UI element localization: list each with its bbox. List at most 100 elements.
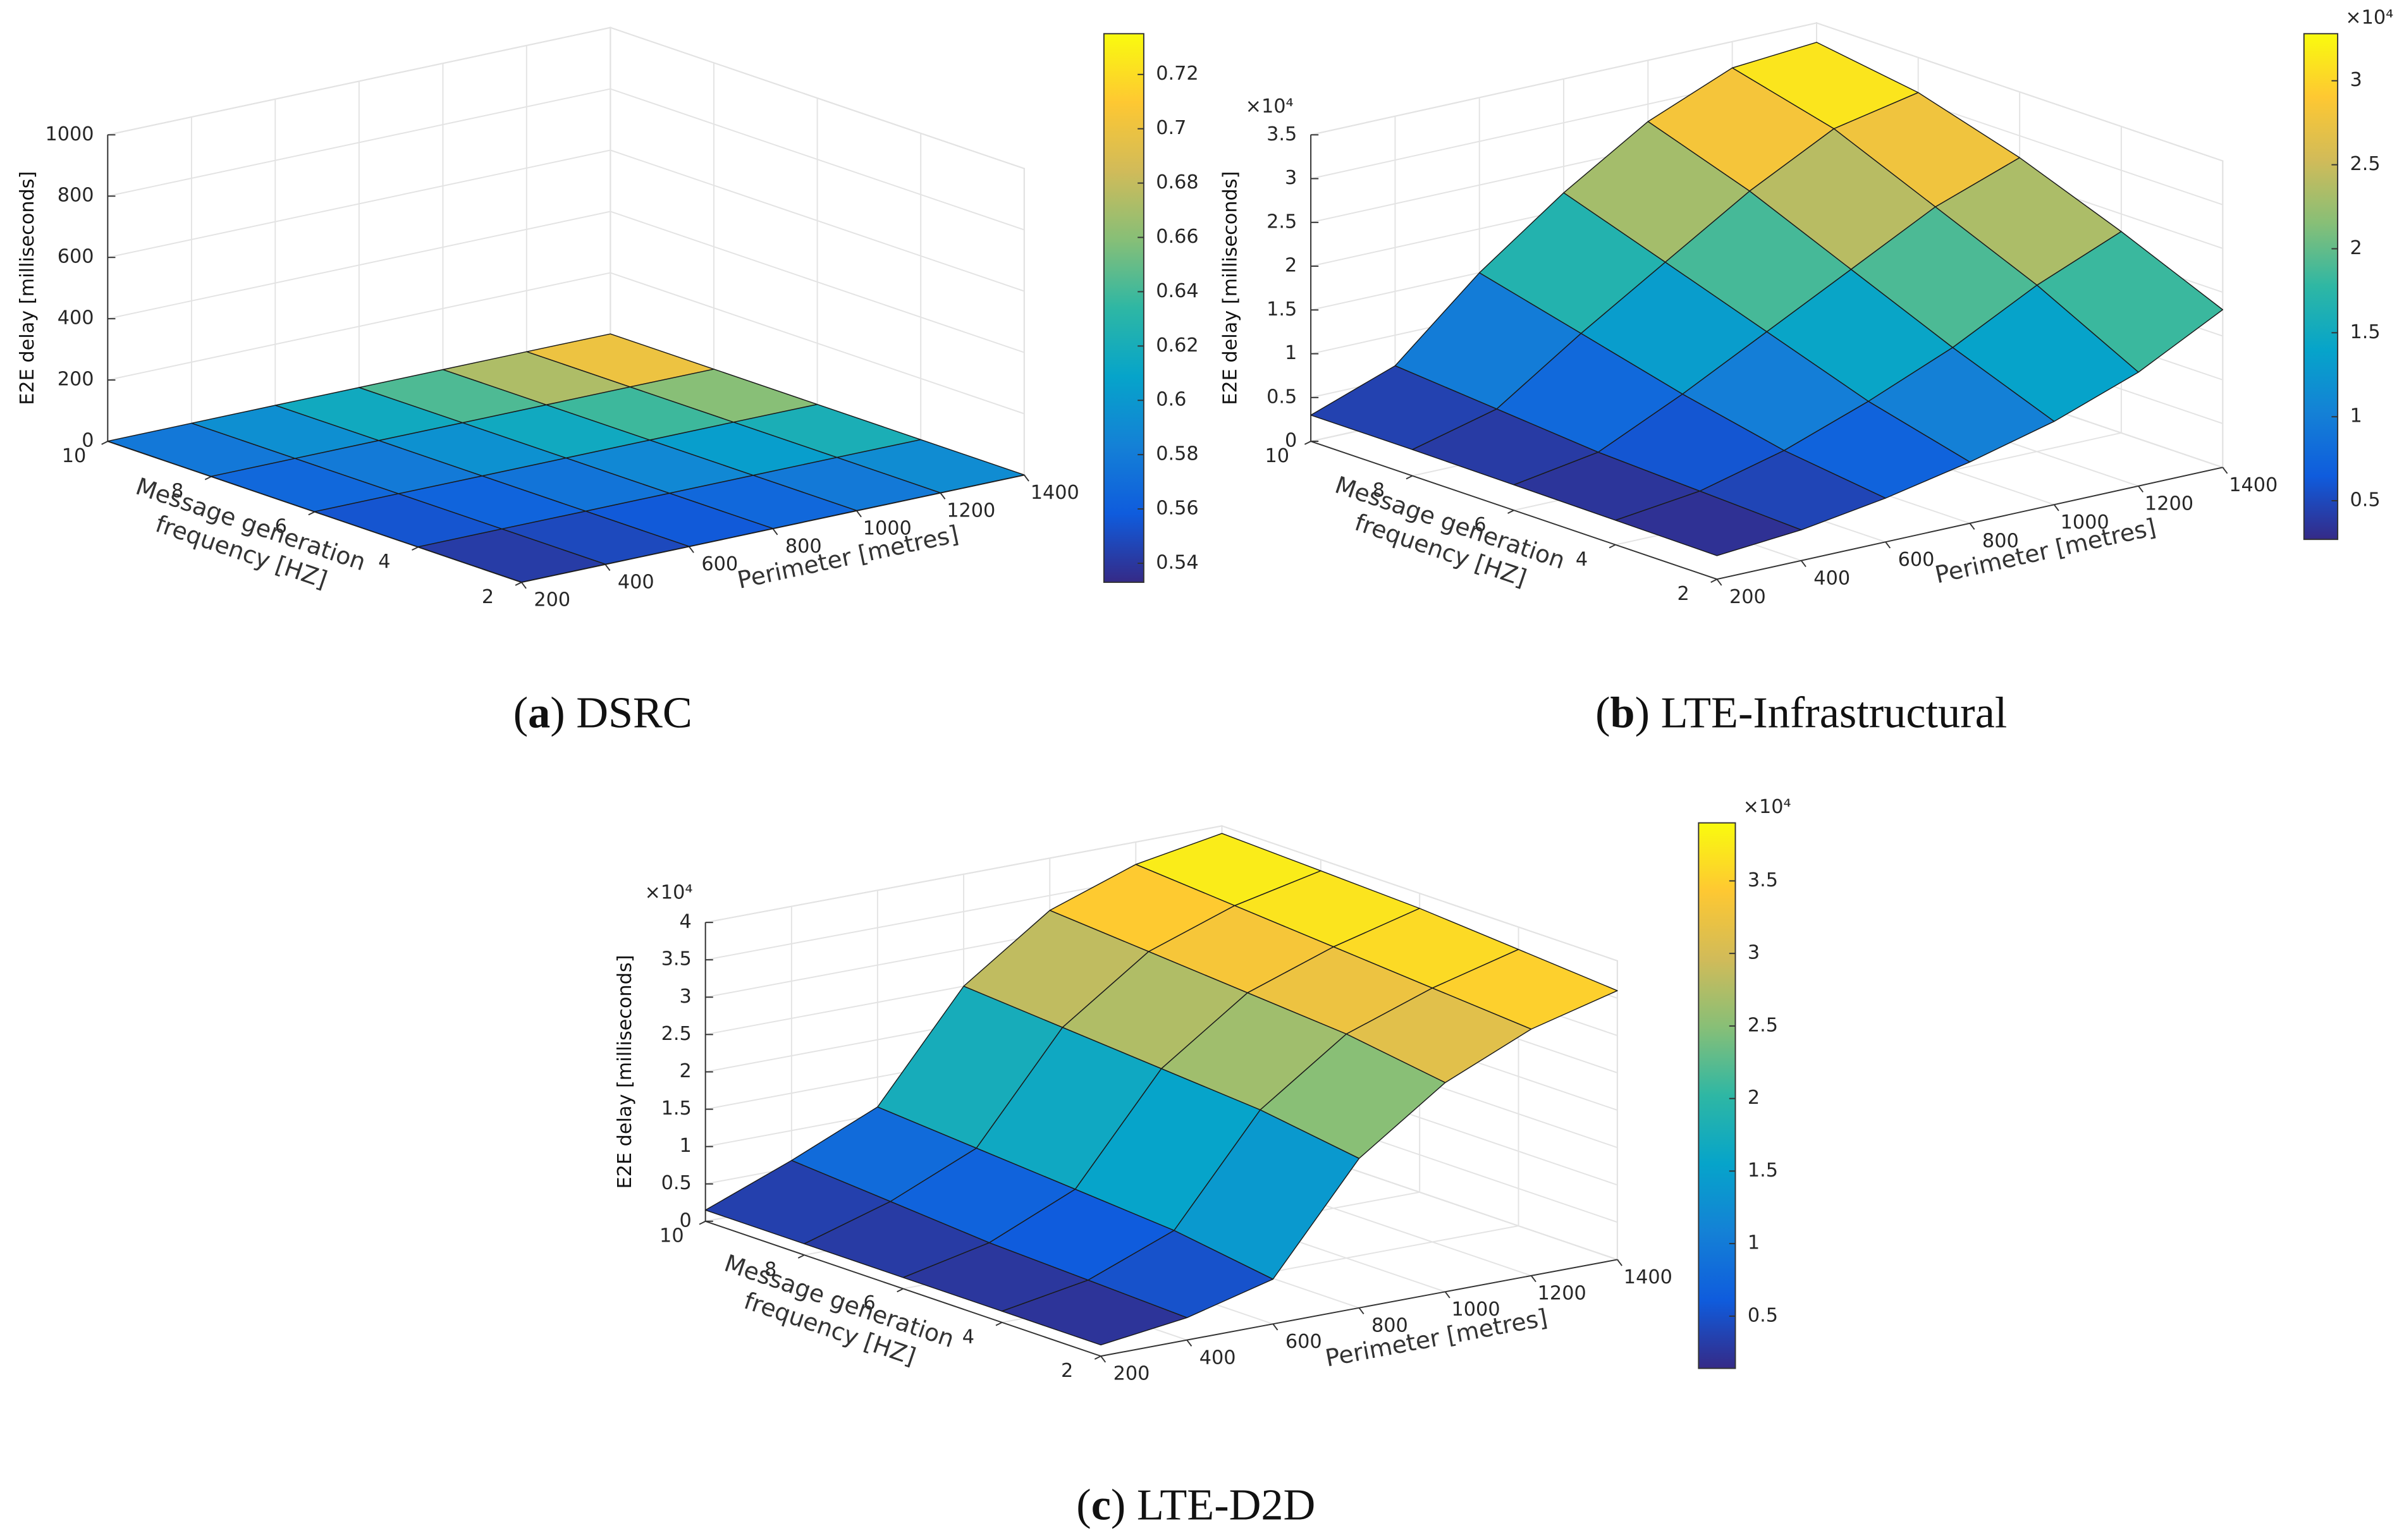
y-tick <box>995 1321 1003 1326</box>
x-tick-label: 400 <box>1813 567 1850 589</box>
x-tick-label: 200 <box>534 589 570 611</box>
y-tick-label: 10 <box>62 445 87 467</box>
y-tick-label: 2 <box>1677 583 1689 605</box>
caption-part: a <box>528 688 550 738</box>
z-tick-label: 2.5 <box>661 1023 692 1045</box>
x-tick <box>772 528 778 535</box>
surface-cell <box>1615 491 1802 556</box>
caption-part: ) LTE-D2D <box>1111 1481 1315 1530</box>
y-tick-label: 2 <box>1061 1360 1073 1382</box>
y-tick <box>1304 441 1311 445</box>
y-tick-label: 6 <box>1474 514 1486 536</box>
z-tick-label: 800 <box>58 185 94 207</box>
z-tick-label: 4 <box>680 911 692 933</box>
x-axis-label: Perimeter [metres] <box>1323 1304 1549 1372</box>
y-tick <box>699 1220 706 1225</box>
x-tick <box>1100 1355 1107 1363</box>
colorbar-tick-label: 0.5 <box>2350 489 2380 511</box>
z-tick-label: 3 <box>1285 167 1297 189</box>
x-tick-label: 800 <box>1371 1314 1408 1336</box>
x-tick-label: 200 <box>1729 586 1766 608</box>
y-tick-label: 6 <box>863 1292 875 1314</box>
colorbar-tick-label: 0.7 <box>1156 117 1186 139</box>
z-tick-label: 3.5 <box>661 948 692 970</box>
caption-part: ( <box>1076 1481 1091 1530</box>
colorbar-tick-label: 0.68 <box>1156 171 1198 193</box>
x-tick <box>1358 1307 1365 1315</box>
x-tick-label: 400 <box>618 571 654 593</box>
x-tick-label: 1400 <box>1031 482 1079 504</box>
z-exponent: ×10⁴ <box>1246 95 1294 118</box>
colorbar-tick-label: 0.64 <box>1156 280 1198 302</box>
z-tick-label: 3 <box>680 986 692 1008</box>
caption-part: ) LTE-Infrastructural <box>1635 688 2008 738</box>
y-tick-label: 4 <box>962 1326 974 1348</box>
y-tick <box>1507 510 1514 514</box>
x-axis-label: Perimeter [metres] <box>735 520 961 594</box>
y-tick-label: 6 <box>275 515 287 537</box>
x-tick-label: 600 <box>1898 549 1935 571</box>
x-tick <box>2053 504 2059 511</box>
z-tick-label: 1 <box>680 1135 692 1157</box>
x-tick <box>1617 1259 1622 1266</box>
colorbar-tick-label: 0.62 <box>1156 334 1198 357</box>
y-tick <box>897 1288 904 1293</box>
colorbar-tick-label: 2 <box>2350 237 2362 259</box>
colorbar-tick-label: 3 <box>2350 69 2362 91</box>
z-tick-label: 2 <box>680 1060 692 1082</box>
y-tick <box>204 475 212 480</box>
x-tick <box>689 546 694 553</box>
surface-cell <box>417 528 606 583</box>
colorbar-tick-label: 0.54 <box>1156 552 1198 574</box>
z-axis-label: E2E delay [milliseconds] <box>16 171 39 405</box>
y-tick <box>101 441 108 445</box>
colorbar-tick-label: 0.56 <box>1156 498 1198 520</box>
z-tick-label: 600 <box>58 246 94 268</box>
y-tick <box>797 1254 805 1259</box>
x-tick <box>1024 474 1029 482</box>
colorbar-tick-label: 0.66 <box>1156 226 1198 248</box>
z-tick-label: 0 <box>1285 430 1297 452</box>
colorbar-tick-label: 1 <box>2350 405 2362 427</box>
colorbar-tick-label: 0.5 <box>1748 1304 1778 1326</box>
y-tick-label: 10 <box>1265 445 1289 467</box>
z-tick-label: 200 <box>58 369 94 391</box>
y-tick-label: 2 <box>482 586 494 608</box>
colorbar-tick-label: 2.5 <box>1748 1014 1778 1036</box>
colorbar-tick-label: 2.5 <box>2350 153 2380 175</box>
caption-part: ) DSRC <box>550 688 692 738</box>
x-tick <box>1969 523 1975 530</box>
x-tick-label: 1000 <box>1452 1299 1500 1321</box>
z-tick-label: 0.5 <box>661 1172 692 1194</box>
colorbar <box>2303 33 2339 541</box>
surface-cell <box>1001 1280 1187 1346</box>
z-tick-label: 1.5 <box>661 1097 692 1120</box>
y-tick-label: 4 <box>378 551 390 573</box>
x-tick <box>521 582 527 589</box>
colorbar-tick-label: 3.5 <box>1748 869 1778 891</box>
x-tick <box>1186 1340 1193 1347</box>
y-tick-label: 4 <box>1576 548 1588 570</box>
x-tick-label: 800 <box>1982 530 2019 552</box>
x-tick <box>1530 1275 1536 1283</box>
y-tick <box>1406 475 1413 480</box>
z-axis-label: E2E delay [milliseconds] <box>1220 171 1242 405</box>
x-tick <box>1716 578 1722 586</box>
x-tick-label: 800 <box>785 535 822 558</box>
z-tick-label: 0.5 <box>1266 386 1297 408</box>
y-tick <box>412 546 419 551</box>
y-tick <box>515 582 522 586</box>
x-tick-label: 1200 <box>2145 492 2193 515</box>
caption: (c) LTE-D2D <box>1076 1481 1315 1530</box>
z-axis-label: E2E delay [milliseconds] <box>614 955 636 1189</box>
z-tick-label: 0 <box>680 1209 692 1231</box>
x-tick-label: 1200 <box>1538 1282 1586 1304</box>
x-tick <box>1885 541 1891 549</box>
y-tick-label: 8 <box>764 1259 776 1281</box>
grid-line <box>1310 22 2223 162</box>
caption-part: ( <box>513 688 528 738</box>
y-tick-label: 10 <box>659 1225 684 1247</box>
y-tick <box>1609 544 1616 549</box>
z-tick-label: 1.5 <box>1266 298 1297 321</box>
